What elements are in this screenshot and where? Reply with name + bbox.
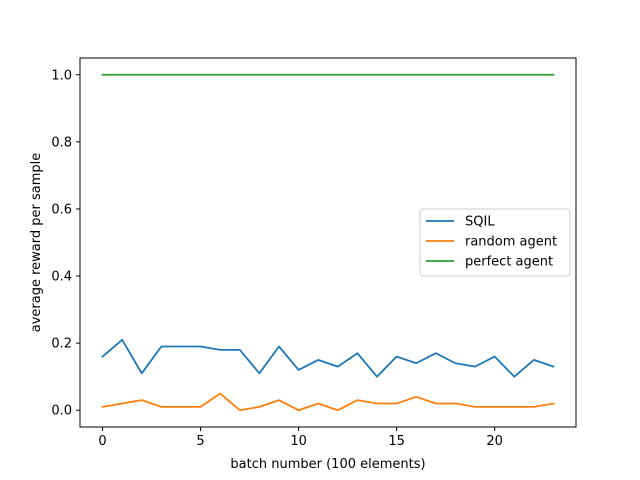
legend-box: [419, 208, 571, 277]
legend: SQIL random agent perfect agent: [419, 208, 571, 277]
series-line-1: [101, 338, 555, 378]
x-tick-label: 15: [388, 434, 405, 449]
legend-label-1: SQIL: [465, 215, 495, 230]
x-tick-label: 10: [290, 434, 307, 449]
y-tick-label: 0.4: [51, 270, 72, 285]
x-tick-label: 5: [196, 434, 204, 449]
y-axis: 0.0 0.2 0.4 0.6 0.8 1.0: [51, 68, 80, 419]
y-axis-label: average reward per sample: [29, 153, 44, 333]
x-axis-label: batch number (100 elements): [230, 457, 425, 472]
axes-frame: [79, 57, 577, 428]
y-tick-label: 0.0: [51, 404, 72, 419]
legend-label-2: random agent: [465, 235, 557, 250]
series-line-2: [101, 392, 555, 412]
y-tick-label: 0.8: [51, 135, 72, 150]
x-tick-label: 0: [98, 434, 106, 449]
y-tick-label: 0.2: [51, 337, 72, 352]
y-tick-label: 1.0: [51, 68, 72, 83]
plot-area: [101, 73, 555, 412]
x-axis: 0 5 10 15 20: [98, 427, 503, 449]
x-tick-label: 20: [486, 434, 503, 449]
y-tick-label: 0.6: [51, 202, 72, 217]
legend-label-3: perfect agent: [465, 255, 553, 270]
